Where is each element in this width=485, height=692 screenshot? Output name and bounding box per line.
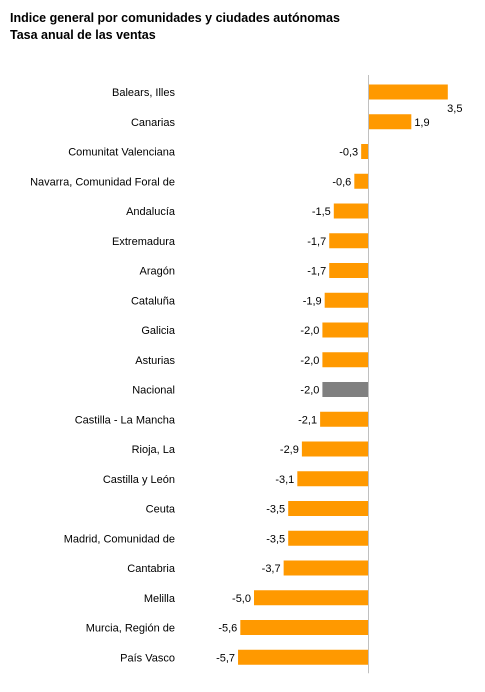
bar: [301, 441, 368, 457]
category-label: Cantabria: [127, 563, 176, 575]
bar: [283, 560, 368, 576]
category-label: Madrid, Comunidad de: [64, 533, 175, 545]
category-label: Canarias: [131, 117, 176, 129]
value-label: 1,9: [414, 117, 429, 129]
value-label: -2,9: [280, 444, 299, 456]
category-label: Navarra, Comunidad Foral de: [30, 176, 175, 188]
value-label: -3,1: [275, 474, 294, 486]
category-label: Comunitat Valenciana: [68, 147, 176, 159]
category-label: País Vasco: [120, 652, 175, 664]
value-label: 3,5: [447, 103, 462, 115]
value-label: -3,7: [262, 563, 281, 575]
bar: [354, 173, 368, 189]
category-label: Nacional: [132, 385, 175, 397]
category-label: Andalucía: [126, 206, 176, 218]
category-label: Castilla y León: [103, 474, 175, 486]
bar: [368, 114, 412, 130]
value-label: -1,7: [307, 266, 326, 278]
value-label: -2,0: [300, 355, 319, 367]
bar: [324, 292, 368, 308]
category-label: Castilla - La Mancha: [75, 414, 176, 426]
value-label: -1,5: [312, 206, 331, 218]
value-label: -1,7: [307, 236, 326, 248]
chart-titles: Indice general por comunidades y ciudade…: [10, 10, 340, 44]
value-label: -5,7: [216, 652, 235, 664]
value-label: -1,9: [303, 295, 322, 307]
value-label: -2,0: [300, 385, 319, 397]
category-label: Ceuta: [146, 504, 176, 516]
bar: [368, 84, 448, 100]
category-label: Melilla: [144, 593, 176, 605]
bar: [240, 620, 368, 635]
bar: [238, 649, 368, 665]
bar: [320, 411, 368, 427]
chart-title: Indice general por comunidades y ciudade…: [10, 11, 340, 25]
bar: [322, 322, 368, 338]
value-label: -2,1: [298, 414, 317, 426]
category-label: Balears, Illes: [112, 87, 175, 99]
value-label: -3,5: [266, 533, 285, 545]
category-label: Rioja, La: [132, 444, 176, 456]
value-label: -0,6: [332, 176, 351, 188]
bar: [329, 233, 368, 249]
bar: [322, 352, 368, 368]
category-label: Aragón: [140, 266, 175, 278]
bar: [288, 530, 368, 546]
chart-subtitle: Tasa anual de las ventas: [10, 28, 156, 42]
bar: [333, 203, 368, 219]
category-label: Extremadura: [112, 236, 176, 248]
bar: [254, 590, 368, 606]
bar: [297, 471, 368, 487]
category-label: Asturias: [135, 355, 175, 367]
bar: [288, 501, 368, 516]
category-label: Cataluña: [131, 295, 176, 307]
value-label: -3,5: [266, 504, 285, 516]
value-label: -5,6: [218, 623, 237, 635]
value-label: -0,3: [339, 147, 358, 159]
value-label: -2,0: [300, 325, 319, 337]
category-label: Murcia, Región de: [86, 623, 175, 635]
category-label: Galicia: [141, 325, 176, 337]
bar: [361, 144, 368, 159]
bar: [322, 382, 368, 397]
bar: [329, 263, 368, 278]
value-label: -5,0: [232, 593, 251, 605]
